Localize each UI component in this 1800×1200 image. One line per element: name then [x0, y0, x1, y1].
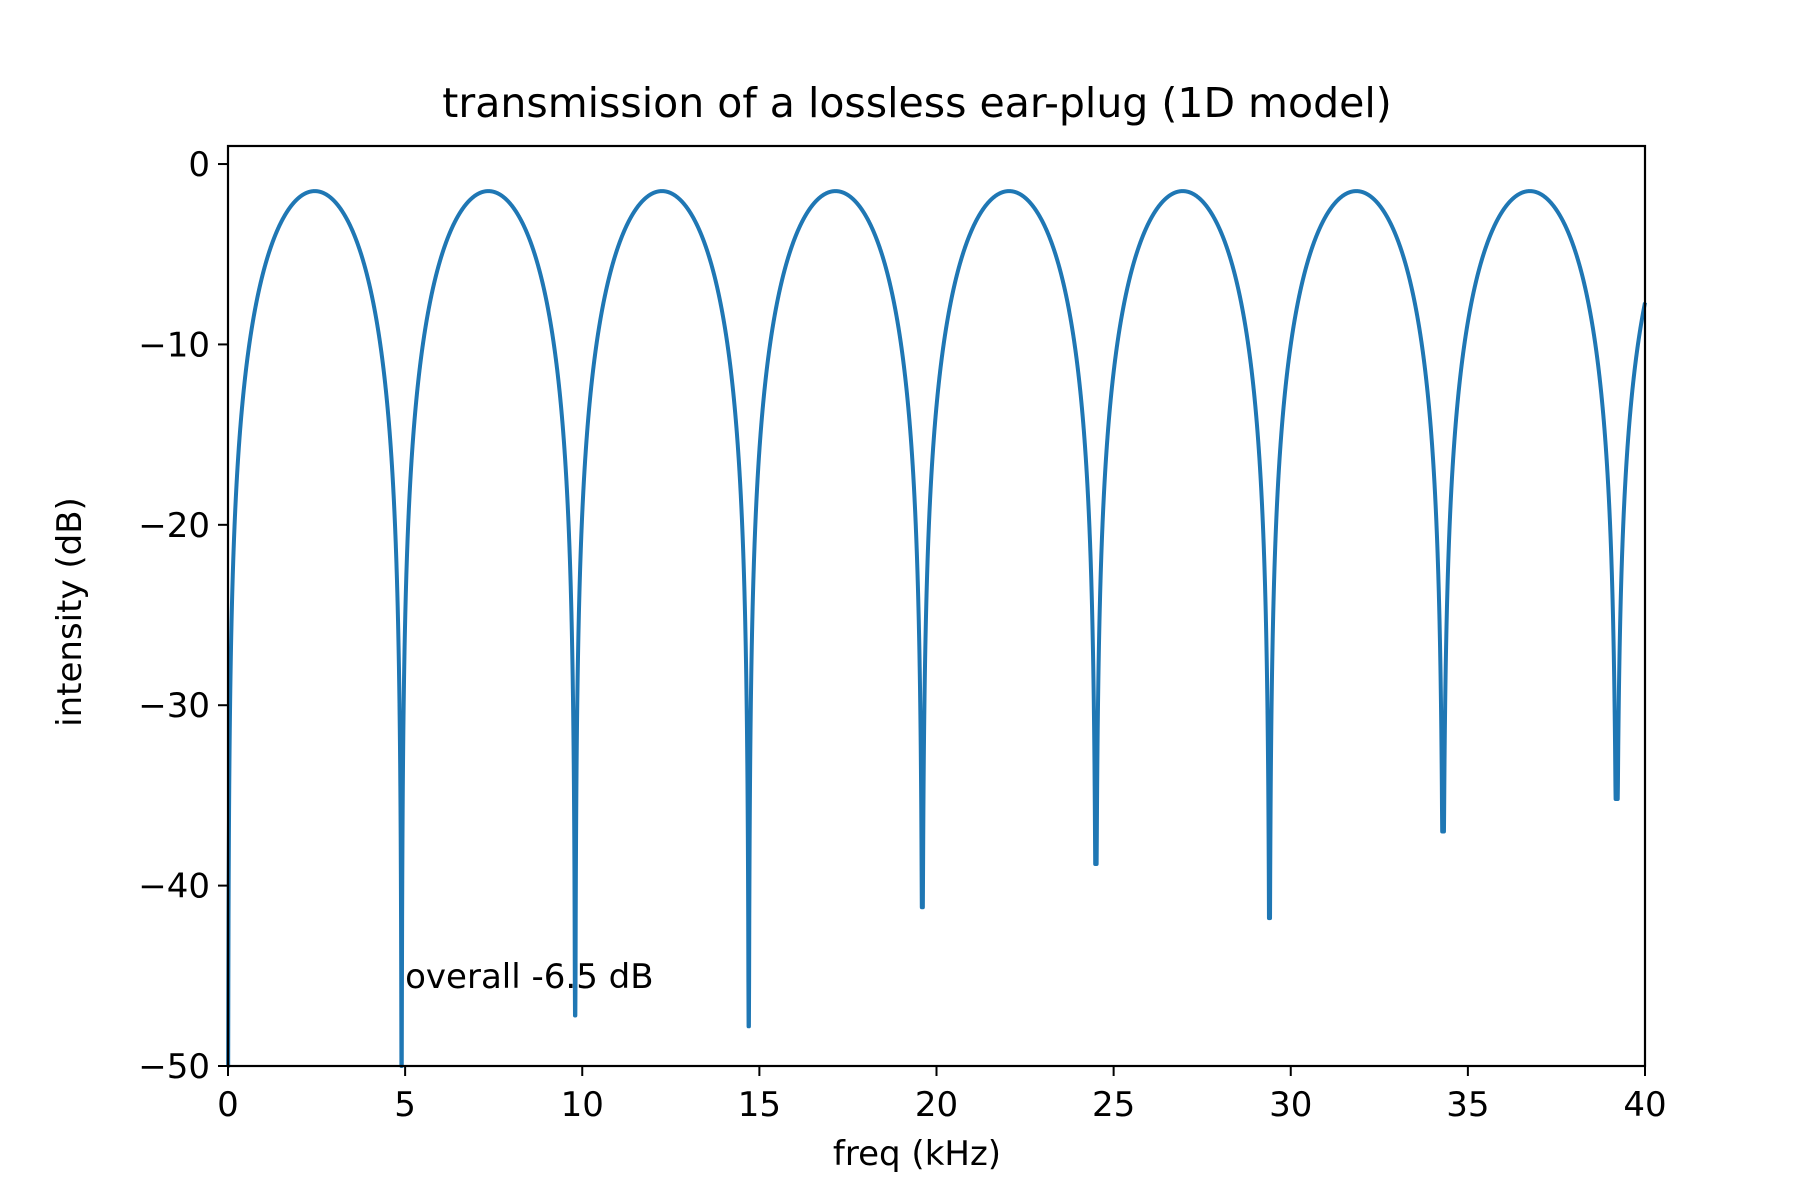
- x-tick-label: 5: [394, 1085, 416, 1125]
- x-axis-label: freq (kHz): [833, 1134, 1001, 1174]
- x-tick-label: 15: [738, 1085, 781, 1125]
- x-tick-label: 25: [1092, 1085, 1135, 1125]
- annotation-overall: overall -6.5 dB: [405, 957, 653, 997]
- plot-frame: [226, 144, 1647, 1068]
- y-tick-label: −40: [138, 867, 210, 907]
- x-tick-label: 30: [1269, 1085, 1312, 1125]
- y-tick-label: −10: [138, 325, 210, 365]
- y-axis-label: intensity (dB): [50, 497, 90, 727]
- series-line-intensity: [226, 189, 1647, 1068]
- y-axis-ticks: 0 −10 −20 −30 −40 −50: [138, 145, 228, 1087]
- x-tick-label: 40: [1623, 1085, 1666, 1125]
- x-axis-ticks: 0 5 10 15 20 25 30 35 40: [217, 1066, 1667, 1125]
- y-tick-label: 0: [188, 145, 210, 185]
- plot-area: [226, 144, 1647, 1068]
- x-tick-label: 20: [915, 1085, 958, 1125]
- x-tick-label: 0: [217, 1085, 239, 1125]
- chart-title: transmission of a lossless ear-plug (1D …: [442, 79, 1391, 127]
- x-tick-label: 35: [1446, 1085, 1489, 1125]
- y-tick-label: −30: [138, 686, 210, 726]
- y-tick-label: −20: [138, 506, 210, 546]
- x-tick-label: 10: [561, 1085, 604, 1125]
- y-tick-label: −50: [138, 1047, 210, 1087]
